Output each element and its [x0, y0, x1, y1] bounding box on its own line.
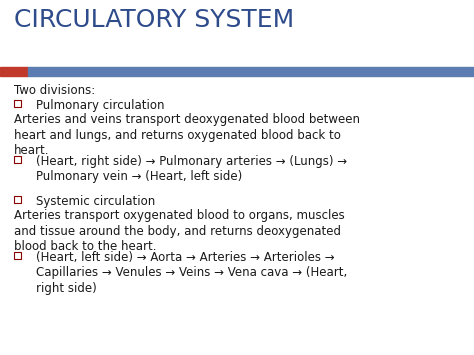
Text: Pulmonary circulation: Pulmonary circulation [36, 98, 164, 111]
Bar [0, 67, 28, 76]
Bar [14, 155, 21, 163]
Text: Arteries and veins transport deoxygenated blood between
heart and lungs, and ret: Arteries and veins transport deoxygenate… [14, 113, 360, 157]
Bar [14, 252, 21, 259]
Bar [28, 67, 474, 76]
Text: Two divisions:: Two divisions: [14, 84, 95, 97]
Bar [14, 99, 21, 106]
Bar [14, 196, 21, 203]
Text: Arteries transport oxygenated blood to organs, muscles
and tissue around the bod: Arteries transport oxygenated blood to o… [14, 209, 345, 253]
Text: (Heart, right side) → Pulmonary arteries → (Lungs) →
Pulmonary vein → (Heart, le: (Heart, right side) → Pulmonary arteries… [36, 154, 347, 183]
Text: (Heart, left side) → Aorta → Arteries → Arterioles →
Capillaries → Venules → Vei: (Heart, left side) → Aorta → Arteries → … [36, 251, 347, 295]
Text: Systemic circulation: Systemic circulation [36, 195, 155, 208]
Text: CIRCULATORY SYSTEM: CIRCULATORY SYSTEM [14, 8, 294, 32]
